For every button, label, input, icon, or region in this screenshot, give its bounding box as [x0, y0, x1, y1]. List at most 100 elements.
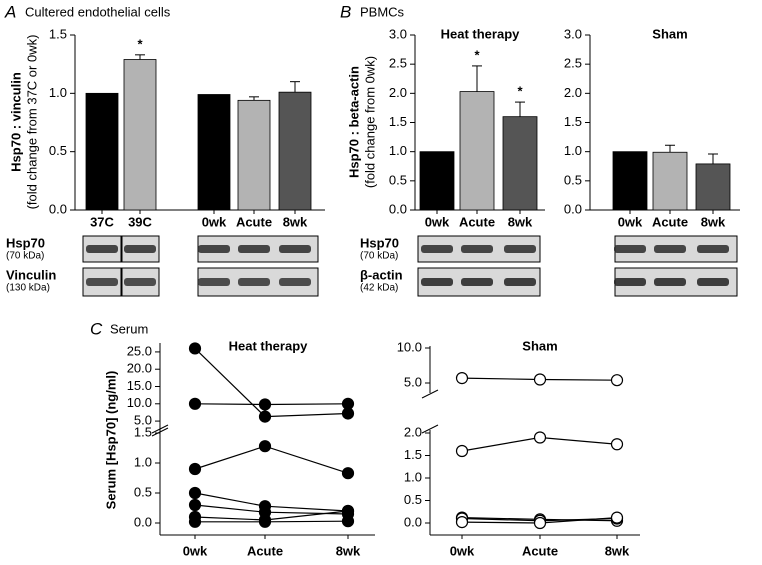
y-tick-label: 0.5: [134, 484, 152, 499]
x-tick-label: Acute: [652, 214, 688, 229]
blot-band: [421, 245, 453, 253]
x-tick-label: Acute: [236, 214, 272, 229]
panel-title: Cultered endothelial cells: [25, 4, 171, 19]
chart-title: Sham: [522, 338, 557, 353]
data-point: [188, 498, 202, 512]
axis-break: [151, 427, 169, 437]
blot-band: [654, 278, 686, 286]
error-bar: [249, 96, 259, 101]
data-point: [188, 397, 202, 410]
blot-band: [238, 245, 270, 253]
blot-band: [697, 278, 729, 286]
significance-mark: *: [137, 36, 143, 51]
data-point: [455, 444, 469, 458]
blot-band: [461, 245, 493, 253]
blot-band: [697, 245, 729, 253]
y-tick-label: 0.5: [564, 172, 582, 187]
y-axis-label: Hsp70 : vinculin: [8, 72, 23, 172]
blot-band: [279, 278, 311, 286]
blot-label: Vinculin: [6, 267, 56, 282]
blot-band: [86, 245, 118, 253]
bar: [85, 92, 119, 211]
y-tick-label: 0.0: [389, 201, 407, 216]
y-tick-label: 5.0: [134, 413, 152, 428]
y-tick-label: 1.5: [564, 114, 582, 129]
blot-band: [654, 245, 686, 253]
y-tick-label: 1.0: [134, 454, 152, 469]
y-tick-label: 10.0: [397, 339, 422, 354]
significance-mark: *: [517, 84, 523, 99]
chart-title: Heat therapy: [441, 26, 521, 41]
x-tick-label: 8wk: [701, 214, 726, 229]
x-tick-label: 39C: [128, 214, 152, 229]
bar: [197, 94, 231, 211]
bar: [459, 91, 495, 211]
panel-title: Serum: [110, 321, 148, 336]
y-tick-label: 2.5: [564, 56, 582, 71]
blot-note: (130 kDa): [6, 283, 50, 294]
data-point: [341, 504, 355, 518]
x-tick-label: 8wk: [283, 214, 308, 229]
data-point: [258, 515, 272, 528]
axis-break: [151, 424, 169, 434]
bar: [695, 163, 731, 211]
y-axis-note: (fold change from 0wk): [362, 56, 377, 188]
bar: [502, 116, 538, 211]
y-tick-label: 25.0: [127, 343, 152, 358]
bar: [123, 59, 157, 211]
bar: [419, 151, 455, 211]
y-axis-label: Hsp70 : beta-actin: [346, 66, 361, 178]
blot-note: (70 kDa): [360, 251, 398, 262]
series-line: [194, 348, 349, 418]
y-axis-label: Serum [Hsp70] (ng/ml): [103, 371, 118, 510]
data-point: [258, 398, 272, 411]
y-tick-label: 2.0: [564, 85, 582, 100]
panel-label: C: [90, 319, 103, 338]
blot-note: (70 kDa): [6, 251, 44, 262]
blot-band: [421, 278, 453, 286]
series-line: [194, 445, 349, 474]
blot-band: [279, 245, 311, 253]
y-tick-label: 1.0: [564, 143, 582, 158]
y-tick-label: 1.0: [389, 143, 407, 158]
x-tick-label: Acute: [459, 214, 495, 229]
error-bar: [708, 153, 718, 164]
error-bar: [290, 81, 300, 93]
x-tick-label: 0wk: [202, 214, 227, 229]
y-tick-label: 3.0: [564, 26, 582, 41]
y-tick-label: 1.0: [49, 85, 67, 100]
y-tick-label: 5.0: [404, 374, 422, 389]
data-point: [610, 511, 624, 524]
blot-band: [198, 278, 230, 286]
x-tick-label: 0wk: [618, 214, 643, 229]
y-tick-label: 1.5: [389, 114, 407, 129]
y-tick-label: 0.5: [404, 492, 422, 507]
blot-band: [86, 278, 118, 286]
y-tick-label: 0.0: [404, 514, 422, 529]
y-tick-label: 1.0: [404, 469, 422, 484]
y-tick-label: 0.0: [134, 514, 152, 529]
x-tick-label: 8wk: [336, 543, 361, 558]
panel-label: A: [4, 2, 16, 21]
blot-label: Hsp70: [6, 235, 45, 250]
data-point: [341, 397, 355, 410]
significance-mark: *: [474, 47, 480, 62]
x-tick-label: 8wk: [605, 543, 630, 558]
data-point: [188, 462, 202, 476]
chart-title: Sham: [652, 26, 687, 41]
error-bar: [515, 101, 525, 117]
blot-band: [614, 245, 646, 253]
y-tick-label: 2.0: [404, 424, 422, 439]
y-tick-label: 15.0: [127, 378, 152, 393]
y-tick-label: 2.0: [389, 85, 407, 100]
blot-note: (42 kDa): [360, 283, 398, 294]
x-tick-label: 8wk: [508, 214, 533, 229]
blot-label: β-actin: [360, 267, 403, 282]
blot-band: [614, 278, 646, 286]
error-bar: [665, 144, 675, 153]
panel-title: PBMCs: [360, 4, 405, 19]
bar: [612, 151, 648, 211]
axis-break: [421, 389, 439, 399]
data-point: [341, 467, 355, 480]
